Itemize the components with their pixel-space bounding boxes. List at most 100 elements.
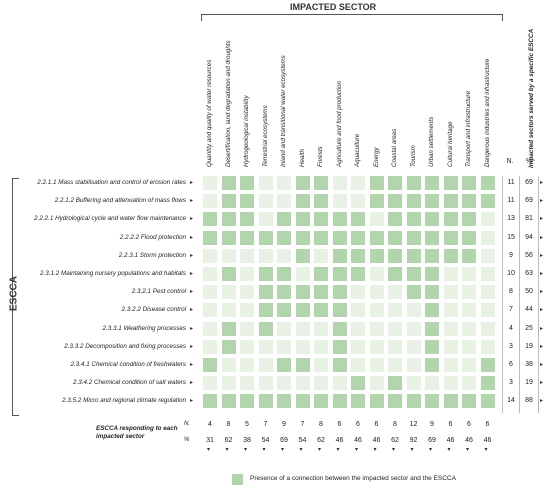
empty-cell	[370, 340, 384, 354]
empty-cell	[370, 285, 384, 299]
row-arrow: ▸	[190, 252, 193, 259]
sector-header: Dangerous industries and infrastructure	[484, 59, 491, 167]
column-n-value: 6	[370, 421, 384, 428]
empty-cell	[259, 340, 273, 354]
connection-cell	[407, 212, 421, 226]
column-n-value: 9	[277, 421, 291, 428]
connection-cell	[425, 194, 439, 208]
row-n-value: 11	[505, 197, 517, 204]
empty-cell	[370, 303, 384, 317]
row-end-arrow: ▸	[540, 325, 543, 332]
connection-cell	[222, 267, 236, 281]
connection-cell	[222, 394, 236, 408]
row-arrow: ▸	[190, 234, 193, 241]
column-pct-value: 69	[425, 437, 439, 444]
empty-cell	[222, 358, 236, 372]
row-n-value: 15	[505, 234, 517, 241]
empty-cell	[407, 340, 421, 354]
empty-cell	[203, 249, 217, 263]
escca-row-label: 2.3.3.2 Decomposition and fixing process…	[64, 343, 186, 350]
connection-cell	[277, 358, 291, 372]
connection-cell	[407, 249, 421, 263]
empty-cell	[222, 376, 236, 390]
connection-cell	[296, 303, 310, 317]
empty-cell	[240, 376, 254, 390]
empty-cell	[407, 322, 421, 336]
connection-cell	[388, 376, 402, 390]
connection-cell	[222, 340, 236, 354]
escca-row-label: 2.2.2.2 Flood protection	[120, 234, 186, 241]
row-n-value: 7	[505, 306, 517, 313]
empty-cell	[444, 285, 458, 299]
column-arrow: ▾	[337, 446, 340, 453]
row-n-value: 8	[505, 288, 517, 295]
row-arrow: ▸	[190, 361, 193, 368]
column-pct-value: 38	[240, 437, 254, 444]
column-n-value: 6	[462, 421, 476, 428]
row-pct-value: 25	[522, 325, 536, 332]
connection-cell	[203, 394, 217, 408]
connection-cell	[222, 176, 236, 190]
sector-header: Quantity and quality of water resources	[206, 60, 213, 167]
column-n-value: 8	[222, 421, 236, 428]
connection-cell	[444, 176, 458, 190]
row-pct-value: 69	[522, 179, 536, 186]
empty-cell	[203, 322, 217, 336]
row-end-arrow: ▸	[540, 361, 543, 368]
empty-cell	[277, 194, 291, 208]
column-n-value: 7	[296, 421, 310, 428]
row-n-value: 3	[505, 343, 517, 350]
connection-cell	[259, 303, 273, 317]
connection-cell	[296, 231, 310, 245]
empty-cell	[240, 322, 254, 336]
connection-cell	[222, 322, 236, 336]
column-arrow: ▾	[485, 446, 488, 453]
column-arrow: ▾	[374, 446, 377, 453]
connection-cell	[259, 231, 273, 245]
connection-cell	[333, 249, 347, 263]
column-pct-value: 62	[388, 437, 402, 444]
connection-cell	[296, 194, 310, 208]
row-arrow: ▸	[190, 397, 193, 404]
row-end-arrow: ▸	[540, 215, 543, 222]
column-arrow: ▾	[207, 446, 210, 453]
empty-cell	[481, 322, 495, 336]
sector-header: Urban settlements	[428, 117, 435, 167]
empty-cell	[203, 285, 217, 299]
connection-cell	[388, 212, 402, 226]
connection-cell	[462, 176, 476, 190]
row-arrow: ▸	[190, 179, 193, 186]
connection-cell	[351, 376, 365, 390]
empty-cell	[296, 340, 310, 354]
connection-cell	[481, 394, 495, 408]
column-arrow: ▾	[226, 446, 229, 453]
column-n-value: 8	[314, 421, 328, 428]
row-pct-value: 63	[522, 270, 536, 277]
empty-cell	[425, 376, 439, 390]
row-arrow: ▸	[190, 288, 193, 295]
row-end-arrow: ▸	[540, 306, 543, 313]
row-pct-value: 50	[522, 288, 536, 295]
empty-cell	[407, 303, 421, 317]
connection-cell	[388, 231, 402, 245]
connection-cell	[425, 249, 439, 263]
empty-cell	[259, 176, 273, 190]
empty-cell	[407, 376, 421, 390]
row-pct-value: 44	[522, 306, 536, 313]
connection-cell	[314, 231, 328, 245]
empty-cell	[351, 285, 365, 299]
connection-cell	[481, 176, 495, 190]
connection-cell	[277, 303, 291, 317]
n-header: N.	[503, 158, 517, 165]
escca-side-label: ESCCA	[9, 274, 20, 314]
column-n-value: 6	[333, 421, 347, 428]
connection-cell	[296, 249, 310, 263]
connection-cell	[388, 249, 402, 263]
bottom-n-label: N.	[184, 421, 190, 427]
row-n-value: 6	[505, 361, 517, 368]
empty-cell	[240, 303, 254, 317]
connection-cell	[314, 212, 328, 226]
empty-cell	[277, 340, 291, 354]
connection-cell	[277, 267, 291, 281]
